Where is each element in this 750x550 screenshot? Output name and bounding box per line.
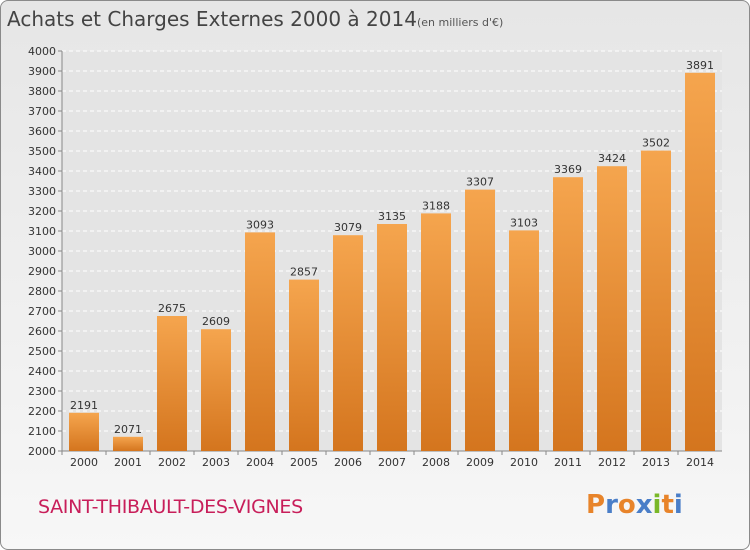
x-tick-label: 2004 [246, 456, 274, 469]
data-label: 3093 [246, 218, 274, 231]
bar [201, 329, 231, 451]
x-axis: 2000 2001 2002 2003 2004 2005 2006 2007 2008 2009… [61, 451, 714, 469]
bar [245, 232, 275, 451]
y-tick-label: 2400 [28, 365, 56, 378]
y-tick-label: 3800 [28, 85, 56, 98]
y-tick-label: 3900 [28, 65, 56, 78]
bar [157, 316, 187, 451]
chart-subtitle: (en milliers d'€) [417, 16, 504, 29]
data-label: 2857 [290, 266, 318, 279]
y-tick-label: 2500 [28, 345, 56, 358]
x-tick-label: 2013 [642, 456, 670, 469]
bar [113, 436, 143, 451]
data-label: 3502 [642, 137, 670, 150]
bar [509, 230, 539, 451]
y-tick-label: 3100 [28, 225, 56, 238]
chart-title: Achats et Charges Externes 2000 à 2014 [7, 7, 417, 31]
y-tick-label: 2600 [28, 325, 56, 338]
data-label: 3369 [554, 163, 582, 176]
x-tick-label: 2010 [510, 456, 538, 469]
bar [69, 412, 99, 451]
data-label: 2191 [70, 399, 98, 412]
value-labels: 2191 2071 2675 2609 3093 2857 3079 3135 3188 3307… [70, 59, 714, 436]
bar [421, 213, 451, 451]
y-tick-label: 2300 [28, 385, 56, 398]
logo-letter: P [586, 490, 606, 520]
bar [597, 166, 627, 451]
bar [333, 235, 363, 451]
y-tick-label: 2000 [28, 445, 56, 458]
y-axis: 2000 2100 2200 2300 2400 2500 2600 2700 2800 2900… [28, 45, 722, 458]
x-tick-label: 2000 [70, 456, 98, 469]
data-label: 3103 [510, 216, 538, 229]
logo-letter: i [673, 490, 683, 520]
y-tick-label: 3600 [28, 125, 56, 138]
data-label: 3188 [422, 199, 450, 212]
y-tick-label: 3300 [28, 185, 56, 198]
x-tick-label: 2012 [598, 456, 626, 469]
y-tick-label: 2200 [28, 405, 56, 418]
y-tick-label: 3400 [28, 165, 56, 178]
logo-letter: o [617, 490, 636, 520]
y-tick-label: 3700 [28, 105, 56, 118]
proxiti-logo: Proxiti [586, 490, 683, 520]
bar [465, 189, 495, 451]
data-label: 3307 [466, 176, 494, 189]
x-tick-label: 2003 [202, 456, 230, 469]
bar [377, 224, 407, 451]
logo-letter: x [635, 490, 653, 520]
logo-letter: t [661, 490, 674, 520]
y-tick-label: 4000 [28, 45, 56, 58]
y-tick-label: 2900 [28, 265, 56, 278]
bar [641, 150, 671, 451]
city-name: SAINT-THIBAULT-DES-VIGNES [38, 496, 303, 518]
x-tick-label: 2007 [378, 456, 406, 469]
bar [685, 72, 715, 452]
data-label: 3424 [598, 152, 626, 165]
x-tick-label: 2001 [114, 456, 142, 469]
x-tick-label: 2014 [686, 456, 714, 469]
data-label: 2609 [202, 315, 230, 328]
x-tick-label: 2008 [422, 456, 450, 469]
logo-letter: i [652, 490, 662, 520]
y-tick-label: 2800 [28, 285, 56, 298]
y-tick-label: 3500 [28, 145, 56, 158]
y-tick-label: 2100 [28, 425, 56, 438]
bars [69, 72, 715, 452]
data-label: 3135 [378, 210, 406, 223]
x-tick-label: 2006 [334, 456, 362, 469]
bar [553, 177, 583, 451]
x-tick-label: 2002 [158, 456, 186, 469]
data-label: 3079 [334, 221, 362, 234]
data-label: 2675 [158, 302, 186, 315]
logo-letter: r [605, 490, 618, 520]
x-tick-label: 2005 [290, 456, 318, 469]
x-tick-label: 2009 [466, 456, 494, 469]
y-tick-label: 3000 [28, 245, 56, 258]
y-tick-label: 3200 [28, 205, 56, 218]
x-tick-label: 2011 [554, 456, 582, 469]
data-label: 3891 [686, 59, 714, 72]
y-tick-label: 2700 [28, 305, 56, 318]
bar [289, 279, 319, 451]
data-label: 2071 [114, 423, 142, 436]
